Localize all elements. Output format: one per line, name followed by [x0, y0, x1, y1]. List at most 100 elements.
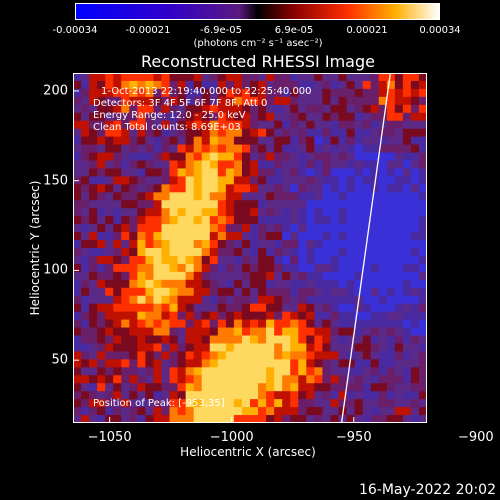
heatmap-cell	[177, 176, 187, 185]
heatmap-cell	[402, 96, 412, 106]
heatmap-cell	[330, 104, 339, 114]
heatmap-cell	[73, 255, 82, 265]
heatmap-cell	[330, 351, 339, 360]
heatmap-cell	[378, 200, 388, 209]
heatmap-cell	[386, 303, 396, 313]
heatmap-cell	[161, 287, 171, 297]
heatmap-cell	[185, 287, 195, 297]
heatmap-cell	[322, 399, 331, 408]
heatmap-cell	[282, 303, 291, 313]
heatmap-cell	[290, 184, 299, 193]
heatmap-cell	[370, 351, 380, 360]
heatmap-cell	[177, 255, 187, 265]
heatmap-cell	[338, 311, 348, 321]
heatmap-cell	[402, 73, 412, 82]
heatmap-cell	[121, 248, 130, 257]
heatmap-cell	[314, 295, 323, 305]
heatmap-cell	[105, 311, 114, 321]
heatmap-cell	[137, 240, 146, 249]
heatmap-cell	[73, 73, 82, 82]
heatmap-cell	[306, 176, 315, 185]
heatmap-cell	[290, 144, 299, 154]
heatmap-cell	[97, 287, 106, 297]
heatmap-cell	[418, 200, 427, 209]
heatmap-cell	[129, 375, 138, 384]
heatmap-cell	[290, 248, 299, 257]
heatmap-cell	[209, 128, 219, 138]
heatmap-cell	[402, 367, 412, 376]
heatmap-cell	[266, 407, 275, 416]
heatmap-cell	[402, 80, 412, 90]
heatmap-cell	[410, 279, 420, 289]
heatmap-cell	[346, 415, 356, 423]
heatmap-cell	[362, 303, 372, 313]
heatmap-cell	[330, 120, 339, 130]
heatmap-cell	[97, 184, 106, 193]
heatmap-cell	[161, 319, 171, 329]
heatmap-cell	[258, 104, 267, 114]
heatmap-cell	[362, 248, 372, 257]
heatmap-cell	[105, 120, 114, 130]
heatmap-cell	[97, 295, 106, 305]
heatmap-cell	[97, 391, 106, 400]
heatmap-cell	[266, 192, 275, 201]
heatmap-cell	[169, 80, 179, 90]
heatmap-cell	[153, 311, 162, 321]
heatmap-cell	[153, 144, 162, 154]
heatmap-cell	[137, 295, 146, 305]
heatmap-cell	[298, 391, 307, 400]
heatmap-cell	[145, 152, 154, 161]
heatmap-cell	[306, 216, 315, 225]
heatmap-cell	[266, 263, 275, 273]
heatmap-cell	[241, 383, 251, 392]
heatmap-cell	[282, 73, 291, 82]
heatmap-cell	[258, 144, 267, 154]
heatmap-cell	[73, 168, 82, 177]
heatmap-cell	[145, 216, 154, 225]
heatmap-cell	[402, 343, 412, 352]
heatmap-cell	[201, 96, 211, 106]
heatmap-cell	[394, 168, 404, 177]
heatmap-cell	[370, 248, 380, 257]
heatmap-cell	[209, 160, 219, 169]
heatmap-cell	[121, 367, 130, 376]
heatmap-cell	[137, 176, 146, 185]
heatmap-cell	[290, 295, 299, 305]
heatmap-cell	[73, 319, 82, 329]
y-axis-label: Heliocentric Y (arcsec)	[28, 180, 42, 316]
heatmap-cell	[394, 399, 404, 408]
heatmap-cell	[177, 88, 187, 98]
heatmap-cell	[298, 104, 307, 114]
heatmap-cell	[161, 120, 171, 130]
heatmap-cell	[113, 399, 122, 408]
heatmap-cell	[322, 216, 331, 225]
heatmap-cell	[161, 136, 171, 146]
heatmap-cell	[193, 319, 203, 329]
heatmap-cell	[225, 383, 235, 392]
heatmap-cell	[410, 391, 420, 400]
heatmap-cell	[185, 351, 195, 360]
heatmap-cell	[322, 96, 331, 106]
heatmap-cell	[129, 80, 138, 90]
heatmap-cell	[346, 88, 356, 98]
heatmap-cell	[274, 391, 283, 400]
heatmap-cell	[402, 359, 412, 368]
heatmap-cell	[137, 279, 146, 289]
heatmap-cell	[338, 367, 348, 376]
heatmap-cell	[290, 367, 299, 376]
heatmap-cell	[354, 208, 364, 217]
heatmap-cell	[209, 240, 219, 249]
heatmap-cell	[258, 383, 267, 392]
heatmap-cell	[354, 335, 364, 344]
heatmap-cell	[290, 359, 299, 368]
heatmap-cell	[121, 271, 130, 281]
heatmap-cell	[314, 407, 323, 416]
heatmap-cell	[362, 112, 372, 122]
heatmap-cell	[121, 104, 130, 114]
heatmap-cell	[346, 240, 356, 249]
heatmap-cell	[97, 407, 106, 416]
heatmap-cell	[250, 184, 259, 193]
heatmap-cell	[233, 120, 243, 130]
heatmap-cell	[137, 224, 146, 233]
heatmap-cell	[378, 407, 388, 416]
